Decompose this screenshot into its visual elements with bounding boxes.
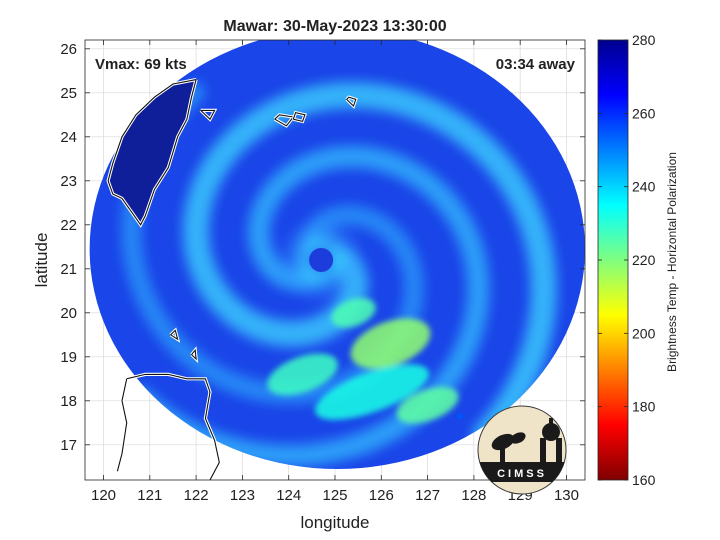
coastline xyxy=(116,378,128,472)
colorbar xyxy=(597,39,629,481)
storm-eye xyxy=(309,248,334,272)
warm-band xyxy=(267,353,338,396)
colorbar-label: Brightness Temp - Horizontal Polarizatio… xyxy=(665,152,679,372)
y-tick-label: 25 xyxy=(60,85,77,102)
coastline xyxy=(200,109,216,121)
colorbar-tick-label: 280 xyxy=(632,32,656,48)
y-tick-label: 24 xyxy=(60,129,77,146)
y-tick-label: 18 xyxy=(60,393,77,410)
x-tick-label: 130 xyxy=(554,487,579,504)
time-away-annotation: 03:34 away xyxy=(496,56,576,73)
y-tick-label: 26 xyxy=(60,41,77,58)
colorbar-tick-label: 180 xyxy=(632,399,656,415)
warm-band xyxy=(350,318,431,369)
taiwan-land xyxy=(108,79,197,225)
warm-band xyxy=(396,386,459,424)
hot-spot xyxy=(457,413,463,420)
svg-text:CIMSS: CIMSS xyxy=(497,468,547,480)
coastline xyxy=(126,373,220,480)
y-tick-label: 21 xyxy=(60,261,77,278)
x-tick-label: 125 xyxy=(322,487,347,504)
warm-band xyxy=(331,298,376,328)
y-tick-label: 23 xyxy=(60,173,77,190)
x-tick-label: 126 xyxy=(369,487,394,504)
colorbar-tick-label: 260 xyxy=(632,105,656,121)
coastline xyxy=(107,79,197,226)
x-tick-label: 122 xyxy=(184,487,209,504)
y-tick-label: 22 xyxy=(60,217,77,234)
cloud-band xyxy=(129,145,490,467)
y-axis-ticks: 17 18 19 20 21 22 23 24 25 26 xyxy=(60,41,585,454)
x-axis-label: longitude xyxy=(300,513,369,532)
chart-title: Mawar: 30-May-2023 13:30:00 xyxy=(223,18,446,35)
colorbar-ticks: 160 180 200 220 240 260 280 xyxy=(598,32,656,488)
coastlines xyxy=(106,78,358,480)
coastline xyxy=(346,96,357,107)
x-tick-label: 124 xyxy=(276,487,301,504)
warm-band xyxy=(315,364,429,420)
coastline xyxy=(191,348,197,361)
colorbar-tick-label: 200 xyxy=(632,325,656,341)
colorbar-tick-label: 160 xyxy=(632,472,656,488)
coastline xyxy=(170,329,179,341)
x-tick-label: 127 xyxy=(415,487,440,504)
x-tick-label: 121 xyxy=(137,487,162,504)
x-tick-label: 123 xyxy=(230,487,255,504)
cimss-logo: CIMSS xyxy=(477,405,567,495)
y-tick-label: 19 xyxy=(60,349,77,366)
y-tick-label: 20 xyxy=(60,305,77,322)
colorbar-tick-label: 220 xyxy=(632,252,656,268)
x-tick-label: 120 xyxy=(91,487,116,504)
y-tick-label: 17 xyxy=(60,437,77,454)
x-axis-ticks: 120 121 122 123 124 125 126 127 128 129 130 xyxy=(91,40,579,504)
vmax-annotation: Vmax: 69 kts xyxy=(95,56,187,73)
y-axis-label: latitude xyxy=(32,233,51,288)
x-tick-label: 128 xyxy=(461,487,486,504)
colorbar-tick-label: 240 xyxy=(632,179,656,195)
warm-bands xyxy=(267,298,459,424)
coastline xyxy=(292,111,306,123)
satellite-swath-group xyxy=(89,40,585,480)
